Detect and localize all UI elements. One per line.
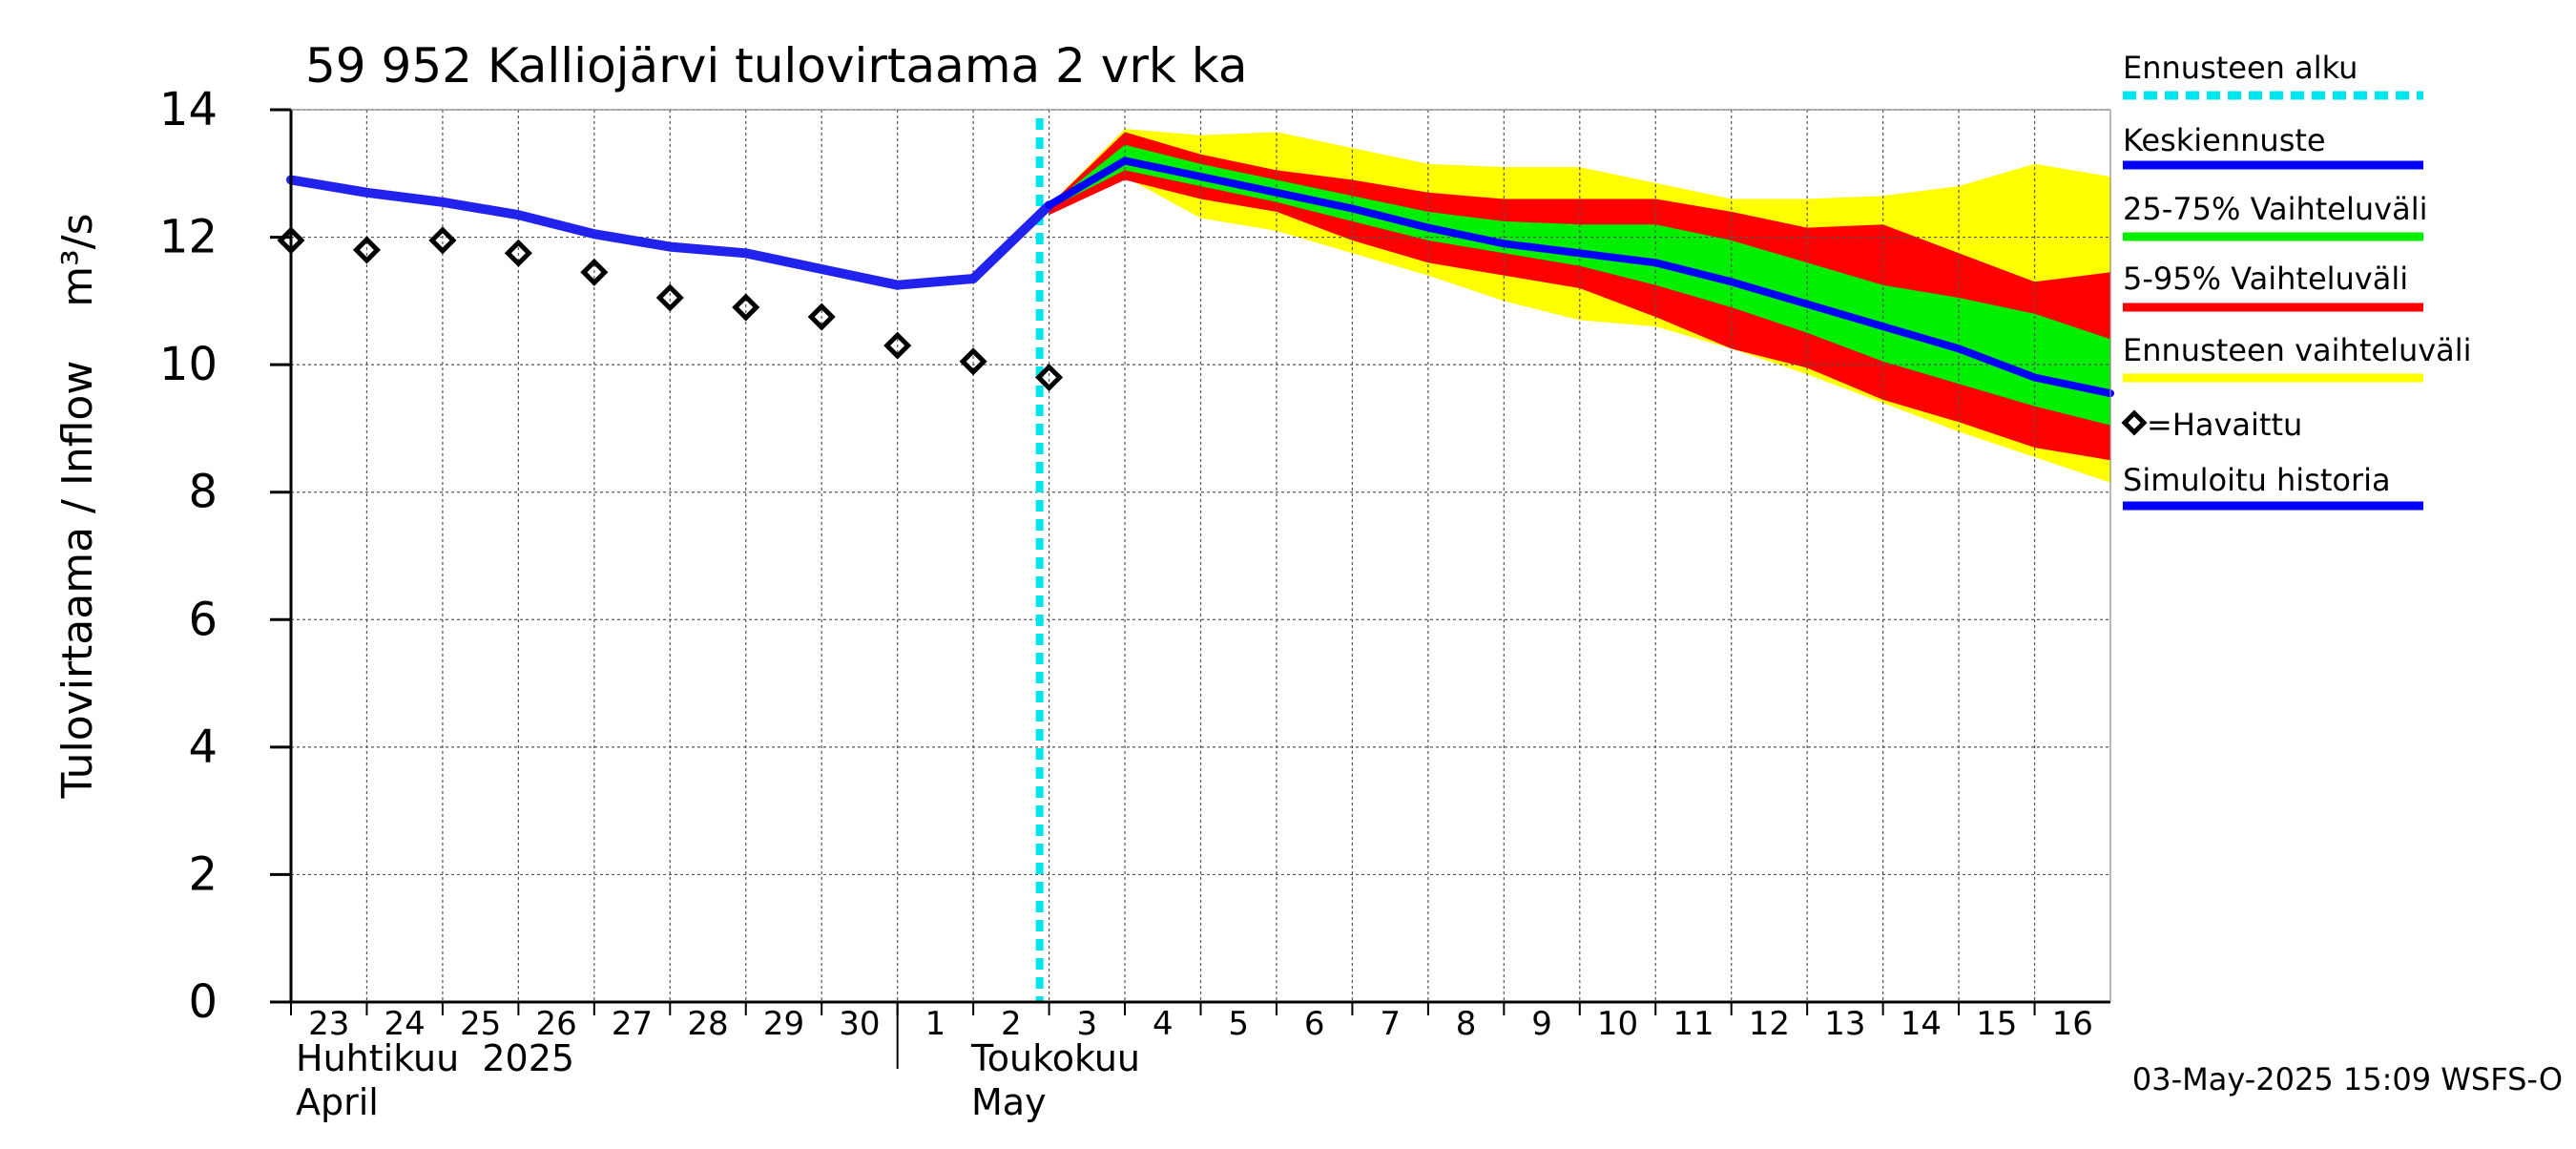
legend-median-forecast-label: Keskiennuste bbox=[2123, 122, 2326, 158]
y-tick-label: 0 bbox=[188, 975, 218, 1029]
observed-point bbox=[959, 347, 987, 376]
observed-point bbox=[504, 239, 532, 267]
x-tick-label: 30 bbox=[839, 1005, 880, 1043]
month-label-april-fi: Huhtikuu 2025 bbox=[296, 1037, 574, 1079]
x-tick-label: 27 bbox=[612, 1005, 653, 1043]
series-lines bbox=[277, 118, 2114, 1002]
y-tick-label: 10 bbox=[159, 338, 218, 391]
x-tick-label: 3 bbox=[1076, 1005, 1097, 1043]
legend-forecast-range-label: Ennusteen vaihteluväli bbox=[2123, 332, 2472, 368]
x-tick-label: 25 bbox=[460, 1005, 501, 1043]
band-5-95 bbox=[1049, 132, 2110, 461]
x-tick-label: 8 bbox=[1456, 1005, 1477, 1043]
x-tick-label: 12 bbox=[1749, 1005, 1790, 1043]
observed-point bbox=[883, 331, 912, 360]
simulated-history-line bbox=[286, 175, 1054, 290]
y-axis-label: Tulovirtaama / Inflow m³/s bbox=[53, 213, 102, 799]
month-label-may-fi: Toukokuu bbox=[970, 1037, 1140, 1079]
y-tick-label: 12 bbox=[159, 211, 218, 264]
footer-timestamp: 03-May-2025 15:09 WSFS-O bbox=[2132, 1061, 2563, 1097]
x-tick-label: 2 bbox=[1001, 1005, 1022, 1043]
legend: Ennusteen alku Keskiennuste 25-75% Vaihtel… bbox=[2121, 50, 2472, 511]
y-tick-label: 6 bbox=[188, 593, 218, 646]
observed-point bbox=[428, 226, 457, 255]
y-tick-label: 8 bbox=[188, 466, 218, 519]
x-tick-label: 10 bbox=[1597, 1005, 1638, 1043]
x-tick-label: 28 bbox=[687, 1005, 728, 1043]
x-tick-label: 16 bbox=[2052, 1005, 2093, 1043]
x-tick-label: 6 bbox=[1304, 1005, 1325, 1043]
x-tick-label: 24 bbox=[384, 1005, 426, 1043]
observed-point bbox=[732, 293, 760, 322]
x-tick-label: 26 bbox=[535, 1005, 576, 1043]
observed-point bbox=[1035, 363, 1064, 392]
y-tick-label: 4 bbox=[188, 721, 218, 774]
legend-observed-marker bbox=[2121, 409, 2148, 436]
x-tick-label: 9 bbox=[1531, 1005, 1552, 1043]
observed-point bbox=[352, 236, 381, 264]
legend-5-95-label: 5-95% Vaihteluväli bbox=[2123, 261, 2408, 297]
month-label-april-en: April bbox=[296, 1081, 379, 1123]
x-tick-label: 23 bbox=[308, 1005, 349, 1043]
x-tick-label: 13 bbox=[1824, 1005, 1865, 1043]
x-tick-label: 15 bbox=[1976, 1005, 2017, 1043]
median-forecast-line bbox=[1045, 157, 2114, 398]
x-tick-label: 14 bbox=[1901, 1005, 1942, 1043]
legend-observed-label: =Havaittu bbox=[2147, 407, 2302, 443]
y-tick-label: 2 bbox=[188, 847, 218, 901]
legend-25-75-label: 25-75% Vaihteluväli bbox=[2123, 191, 2427, 227]
x-tick-label: 5 bbox=[1228, 1005, 1249, 1043]
legend-simulated-history-label: Simuloitu historia bbox=[2123, 462, 2391, 498]
band-25-75 bbox=[1049, 144, 2110, 426]
month-label-may-en: May bbox=[971, 1081, 1047, 1123]
x-tick-label: 11 bbox=[1672, 1005, 1714, 1043]
observed-point bbox=[580, 258, 609, 286]
observed-point bbox=[655, 283, 684, 312]
legend-forecast-start-label: Ennusteen alku bbox=[2123, 50, 2358, 86]
y-tick-label: 14 bbox=[159, 83, 218, 136]
x-tick-label: 29 bbox=[763, 1005, 804, 1043]
x-tick-label: 1 bbox=[925, 1005, 946, 1043]
x-tick-label: 7 bbox=[1380, 1005, 1401, 1043]
x-tick-label: 4 bbox=[1153, 1005, 1174, 1043]
observed-point bbox=[807, 303, 836, 331]
chart-title: 59 952 Kalliojärvi tulovirtaama 2 vrk ka bbox=[305, 38, 1247, 94]
